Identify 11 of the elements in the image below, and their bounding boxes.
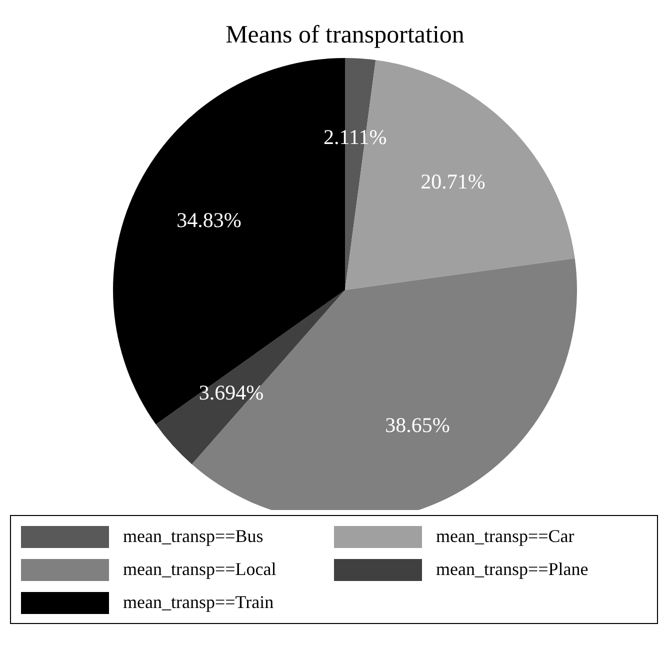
legend-label: mean_transp==Bus [123,526,264,547]
data-label: 3.694% [198,380,264,405]
legend-label: mean_transp==Plane [436,559,588,580]
chart-title: Means of transportation [226,22,465,48]
legend-label: mean_transp==Local [123,559,276,580]
legend-label: mean_transp==Train [123,592,274,613]
data-label: 20.71% [420,170,486,194]
legend-label: mean_transp==Car [436,526,574,547]
data-label: 34.83% [176,208,242,232]
data-label: 2.111% [324,125,387,150]
data-label: 38.65% [385,412,450,437]
